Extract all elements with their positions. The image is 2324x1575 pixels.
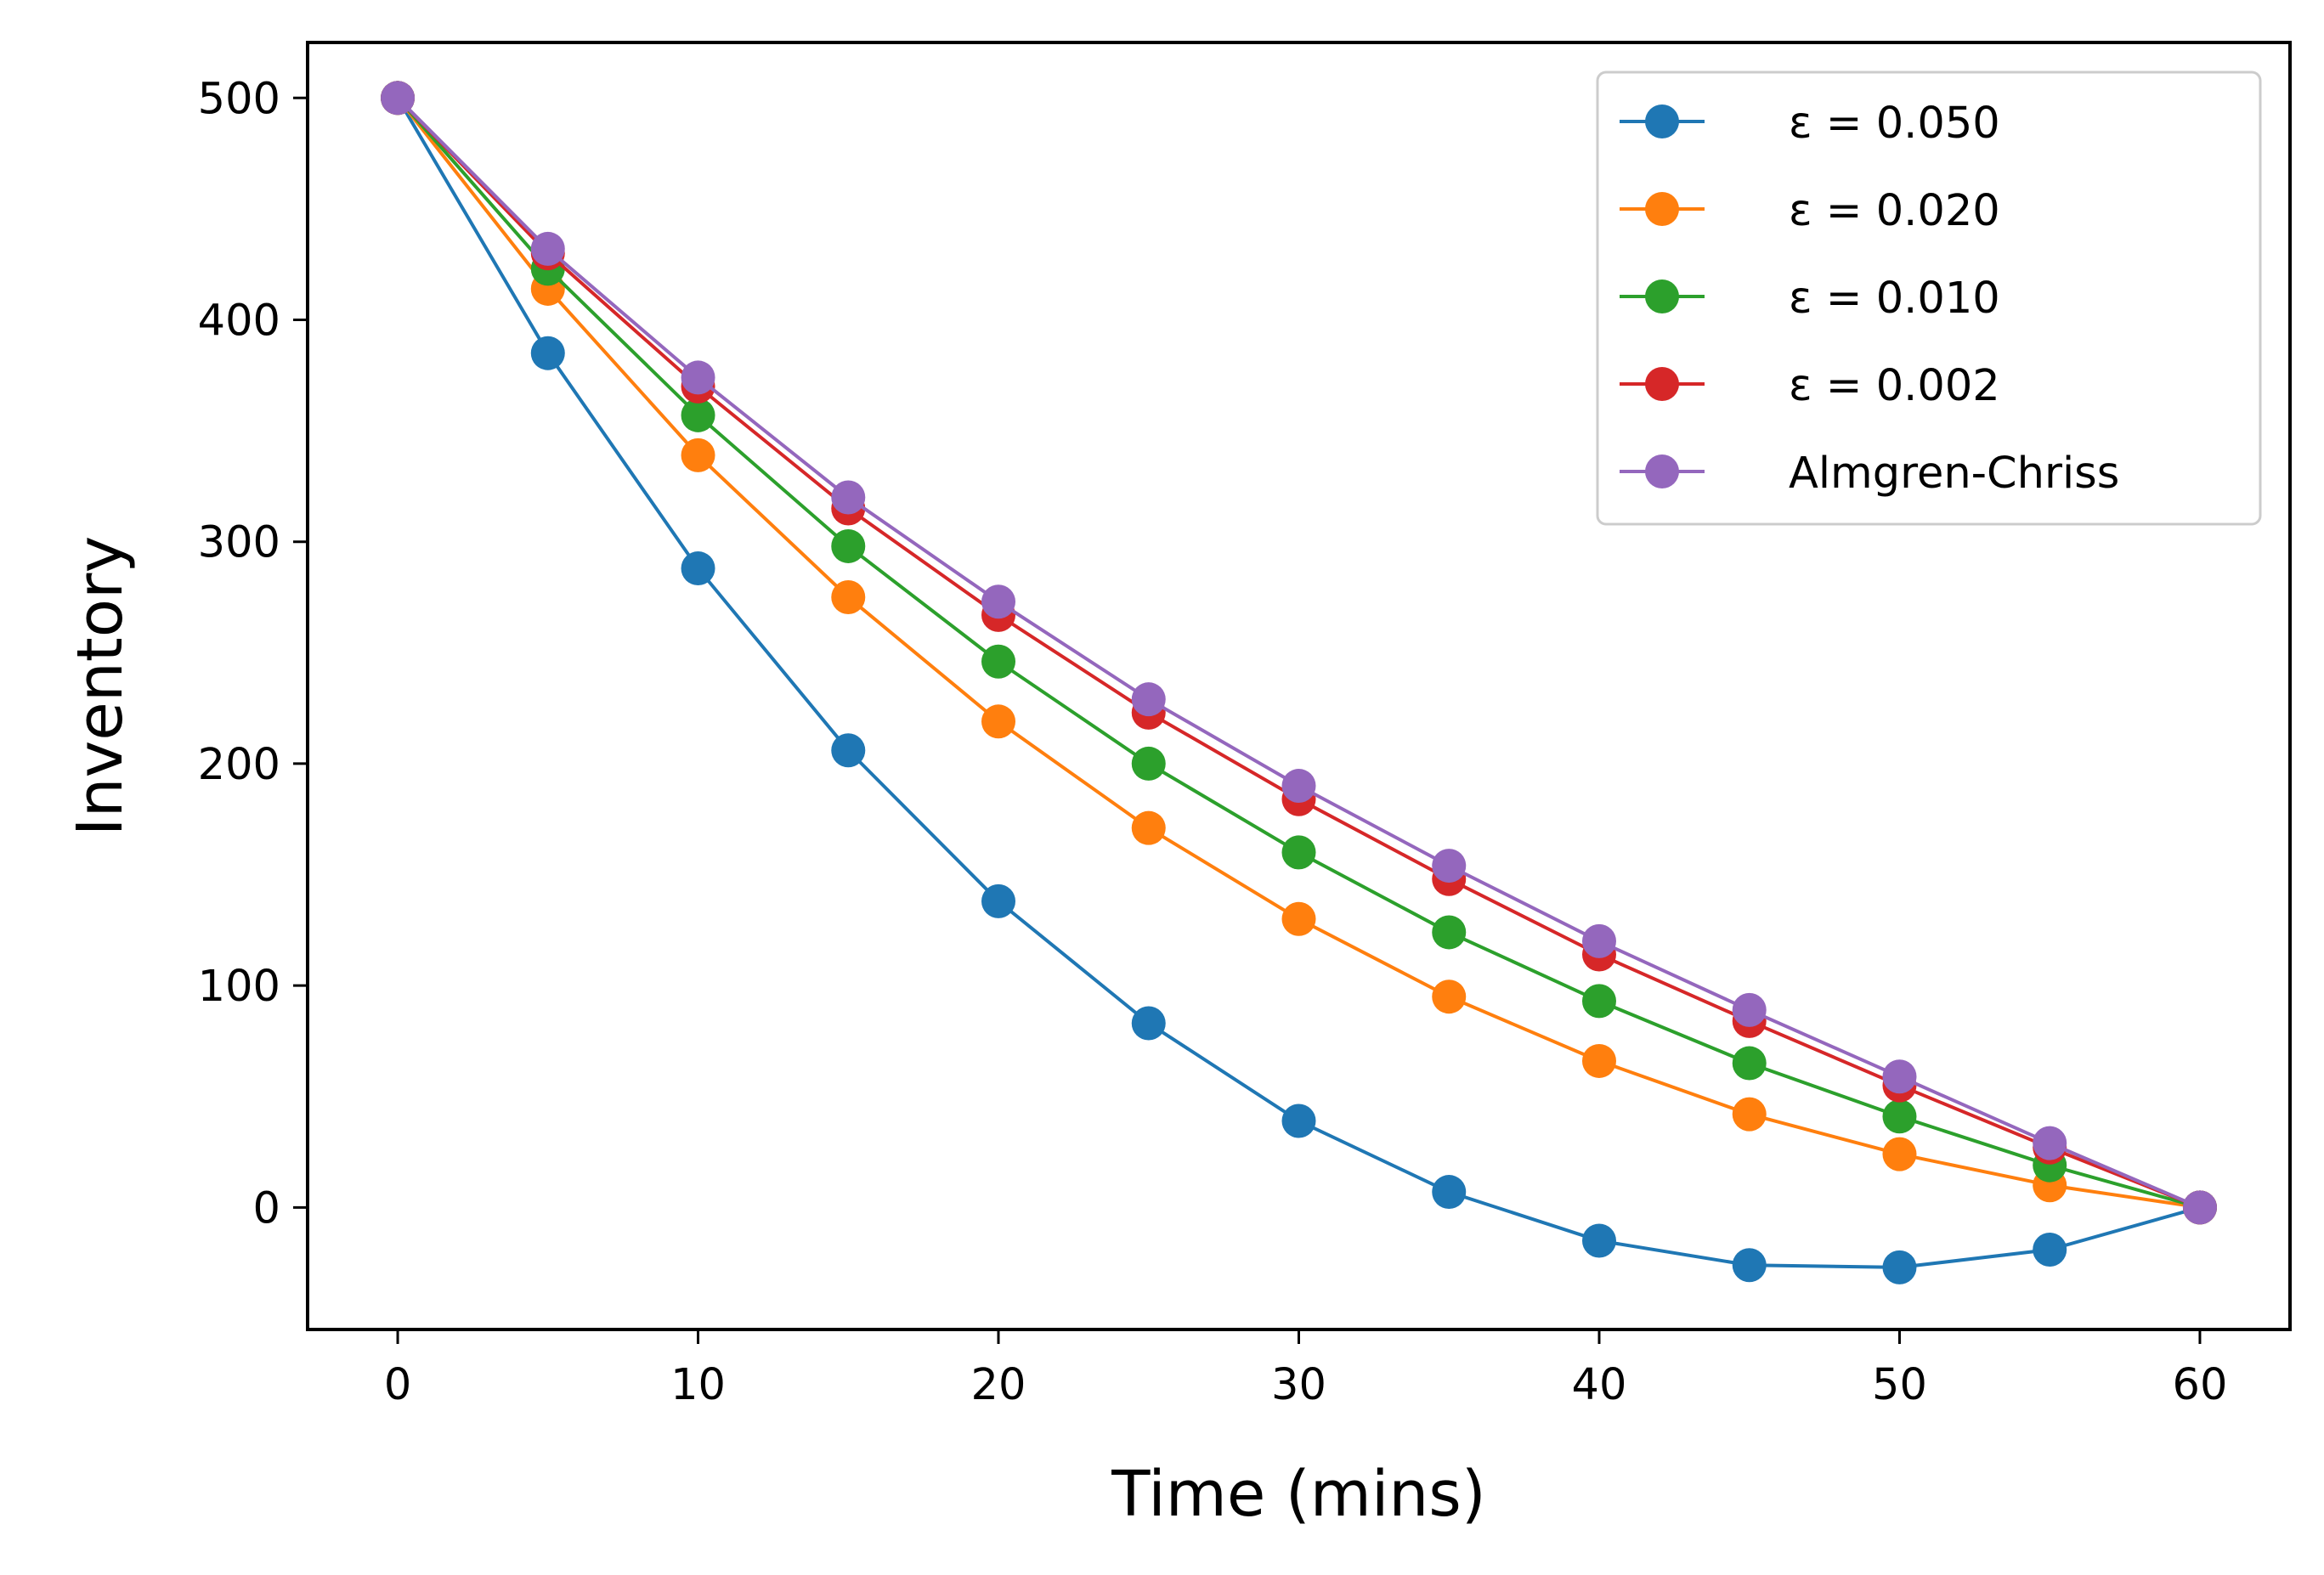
series-1-point (981, 883, 1016, 918)
series-1-point (1882, 1250, 1917, 1284)
series-5-point (1281, 769, 1316, 804)
series-5-point (1882, 1059, 1917, 1094)
x-tick-label: 10 (670, 1360, 726, 1410)
series-5-point (2033, 1126, 2067, 1160)
legend-entry-4: ε = 0.002 (1620, 361, 2000, 411)
series-2-point (681, 438, 715, 472)
series-2-point (1432, 979, 1467, 1014)
series-5-point (681, 360, 715, 395)
series-2-point (831, 580, 866, 615)
legend-marker (1645, 367, 1679, 401)
series-5 (381, 81, 2217, 1225)
y-tick-label: 100 (198, 962, 280, 1012)
series-5-point (530, 231, 565, 266)
legend-marker (1645, 192, 1679, 226)
series-3-point (1732, 1046, 1767, 1081)
series-2-point (1581, 1043, 1616, 1078)
legend: ε = 0.050 ε = 0.020 ε = 0.010 ε = 0.002 Almg… (1596, 71, 2262, 526)
y-tick-label: 500 (198, 74, 280, 124)
y-axis-label: Inventory (64, 536, 137, 836)
legend-label: ε = 0.050 (1789, 99, 2000, 149)
x-tick-label: 50 (1872, 1360, 1927, 1410)
legend-label: ε = 0.010 (1789, 274, 2000, 324)
series-2-point (1732, 1097, 1767, 1132)
series-2-point (1882, 1137, 1917, 1171)
series-group (381, 81, 2217, 1284)
plot-area (381, 81, 2217, 1284)
series-1-point (530, 336, 565, 370)
x-tick-label: 60 (2173, 1360, 2228, 1410)
series-5-point (1432, 849, 1467, 883)
series-3-point (1581, 984, 1616, 1019)
legend-entry-2: ε = 0.020 (1620, 186, 2000, 236)
series-3-point (1882, 1099, 1917, 1134)
legend-marker (1645, 104, 1679, 138)
legend-marker (1645, 279, 1679, 313)
x-tick-label: 20 (971, 1360, 1026, 1410)
legend-box (1596, 71, 2262, 526)
legend-entry-3: ε = 0.010 (1620, 274, 2000, 324)
y-tick-label: 400 (198, 296, 280, 347)
legend-entry-1: ε = 0.050 (1620, 99, 2000, 149)
x-tick-label: 0 (384, 1360, 411, 1410)
legend-entry-5: Almgren-Chriss (1620, 449, 2119, 499)
legend-label: ε = 0.002 (1789, 361, 2000, 411)
legend-label: Almgren-Chriss (1789, 449, 2119, 499)
y-tick-label: 300 (198, 518, 280, 568)
series-1-point (1581, 1223, 1616, 1258)
series-5-point (381, 81, 416, 116)
series-1-point (1131, 1006, 1166, 1041)
x-tick-label: 30 (1271, 1360, 1326, 1410)
series-3-point (1432, 915, 1467, 950)
series-5-point (981, 584, 1016, 619)
series-3-point (831, 528, 866, 563)
series-1-point (831, 733, 866, 768)
series-5-point (1732, 992, 1767, 1027)
series-1-point (1732, 1248, 1767, 1283)
series-3-point (1281, 835, 1316, 870)
series-3-point (981, 644, 1016, 679)
series-3-point (681, 398, 715, 432)
y-tick-label: 200 (198, 740, 280, 790)
series-5-point (1581, 923, 1616, 958)
series-5-point (1131, 682, 1166, 717)
y-tick-label: 0 (253, 1183, 280, 1233)
series-5-point (831, 480, 866, 515)
x-axis-label: Time (mins) (1111, 1458, 1485, 1531)
series-1-point (1432, 1175, 1467, 1210)
legend-marker (1645, 454, 1679, 488)
legend-label: ε = 0.020 (1789, 186, 2000, 236)
axes: 0 10 20 30 40 50 60 0 100 200 300 400 500 (198, 41, 2292, 1410)
series-3-point (1131, 746, 1166, 781)
series-2-point (981, 704, 1016, 739)
series-2-point (1131, 810, 1166, 845)
series-2-point (1281, 901, 1316, 936)
x-tick-label: 40 (1572, 1360, 1627, 1410)
series-1-point (2033, 1232, 2067, 1267)
series-5-point (2182, 1190, 2217, 1225)
series-1-point (1281, 1104, 1316, 1138)
series-1-point (681, 551, 715, 586)
